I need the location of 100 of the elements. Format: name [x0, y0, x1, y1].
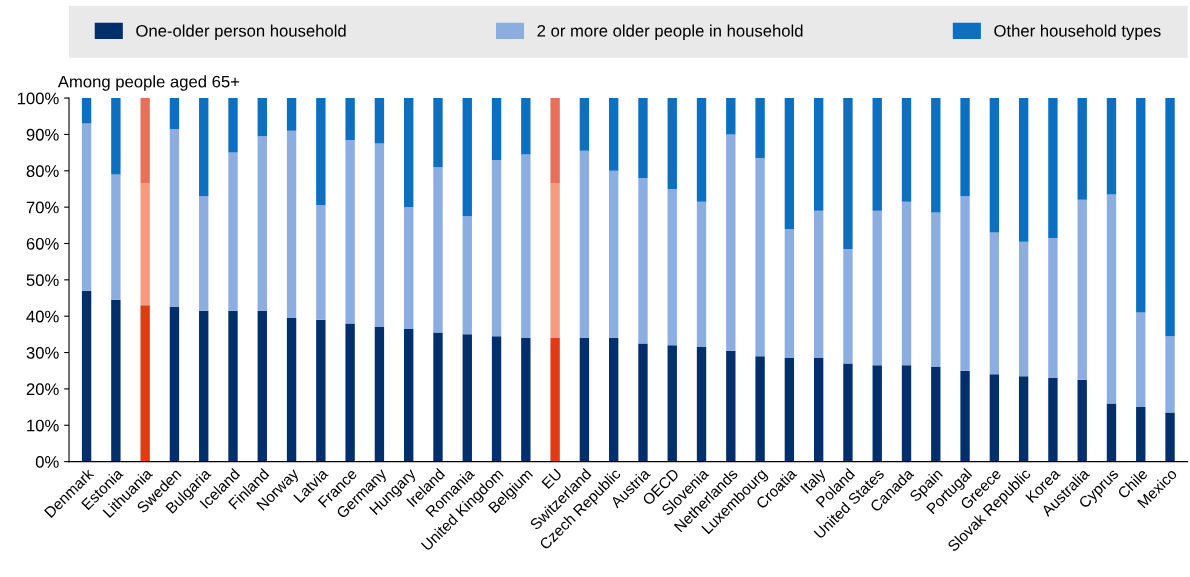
bar	[1018, 376, 1029, 462]
bar	[228, 152, 238, 311]
bar	[316, 205, 326, 320]
bar	[1077, 379, 1087, 462]
bar	[696, 201, 707, 348]
bar	[81, 98, 92, 124]
bar	[1077, 98, 1087, 200]
bar	[228, 310, 238, 462]
bar	[755, 98, 765, 159]
bar	[1018, 241, 1029, 377]
bar	[726, 98, 736, 135]
bar	[81, 290, 92, 462]
bar	[989, 232, 1000, 375]
y-tick-label: 60%	[26, 237, 59, 250]
bar	[608, 98, 619, 171]
bar	[696, 98, 707, 202]
bar	[843, 98, 853, 249]
bar	[491, 159, 502, 337]
bar	[257, 310, 267, 462]
bar	[140, 305, 150, 462]
bar	[345, 98, 355, 140]
bar	[608, 170, 619, 339]
bar	[579, 150, 590, 339]
bar	[1165, 98, 1175, 337]
bar	[813, 98, 824, 211]
bar	[374, 327, 385, 462]
bar	[1136, 98, 1146, 313]
bar	[111, 174, 121, 300]
bar	[1106, 194, 1117, 404]
bar	[755, 356, 765, 462]
bar	[374, 98, 385, 144]
bar	[843, 363, 853, 462]
bar	[345, 323, 355, 462]
y-tick-label: 70%	[26, 201, 59, 214]
bar	[1077, 199, 1087, 380]
bar	[1165, 336, 1175, 413]
bar	[638, 178, 648, 344]
bar	[579, 338, 590, 462]
bar	[286, 318, 297, 462]
bar	[257, 136, 267, 311]
bar	[755, 158, 765, 357]
bar	[667, 188, 677, 346]
bar	[1136, 407, 1146, 462]
bar	[199, 98, 209, 197]
bar	[316, 98, 326, 206]
bar	[1048, 238, 1058, 378]
bar	[433, 167, 443, 333]
bar	[81, 123, 92, 291]
bar	[667, 98, 677, 189]
y-tick-label: 30%	[26, 346, 59, 359]
bar	[726, 134, 736, 351]
bar	[257, 98, 267, 137]
bar	[638, 343, 648, 462]
bar	[433, 332, 443, 462]
bar	[169, 128, 180, 308]
bar	[843, 248, 853, 364]
bar	[550, 98, 560, 184]
bar	[491, 336, 502, 462]
bar	[960, 98, 970, 197]
bar	[901, 365, 912, 462]
bar	[696, 347, 707, 462]
bar	[404, 328, 414, 462]
y-tick-label: 100%	[17, 92, 59, 105]
bar	[374, 143, 385, 328]
bar	[784, 358, 795, 462]
bar	[521, 154, 531, 339]
y-tick-label: 80%	[26, 165, 59, 177]
bar	[111, 98, 121, 175]
bar	[462, 334, 472, 462]
bar	[901, 201, 912, 366]
bar	[462, 216, 472, 335]
bar	[1018, 98, 1029, 242]
bar	[199, 310, 209, 462]
bar	[228, 98, 238, 153]
bar	[169, 98, 180, 129]
bar	[286, 98, 297, 131]
bar	[931, 212, 941, 368]
bar	[931, 367, 941, 462]
bar	[813, 358, 824, 462]
bar	[579, 98, 590, 151]
bar	[1048, 377, 1058, 462]
bar	[931, 98, 941, 213]
bar	[989, 374, 1000, 462]
bar	[960, 196, 970, 371]
bar	[1165, 412, 1175, 462]
legend-label: One-older person household	[136, 24, 346, 41]
bar	[404, 98, 414, 208]
bar	[199, 196, 209, 311]
bar	[491, 98, 502, 160]
bar	[316, 319, 326, 462]
legend-label: 2 or more older people in household	[537, 24, 803, 41]
bar	[521, 338, 531, 462]
bar	[872, 365, 882, 462]
bar	[813, 210, 824, 358]
bar	[286, 130, 297, 319]
bar	[989, 98, 1000, 233]
y-tick-label: 10%	[27, 419, 59, 432]
bar	[901, 98, 912, 202]
y-tick-label: 0%	[35, 456, 59, 468]
bar	[1136, 312, 1146, 408]
